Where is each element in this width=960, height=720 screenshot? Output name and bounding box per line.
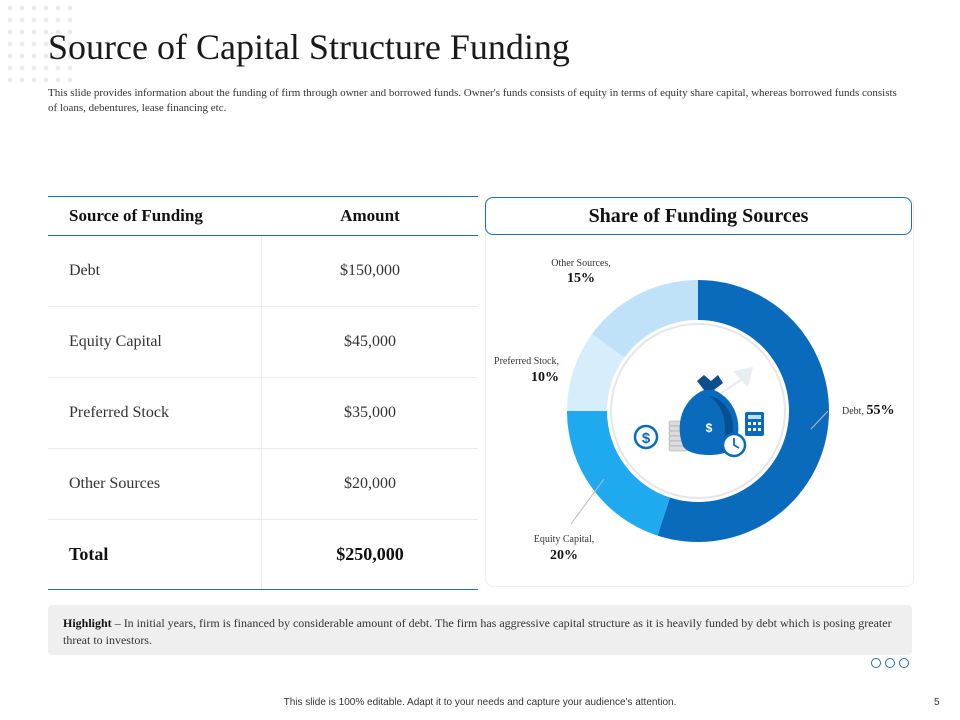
label-equity-capital-name: Equity Capital,: [534, 534, 595, 545]
row-amount: $35,000: [344, 404, 396, 421]
total-label: Total: [48, 520, 262, 589]
page-number: 5: [934, 697, 940, 708]
nav-dot: [899, 658, 909, 668]
header-source: Source of Funding: [69, 206, 203, 225]
label-debt: Debt, 55%: [842, 403, 894, 418]
label-preferred-stock: Preferred Stock, 10%: [494, 356, 559, 385]
label-preferred-stock-name: Preferred Stock,: [494, 356, 559, 367]
label-other-sources-name: Other Sources,: [551, 258, 610, 269]
svg-text:$: $: [642, 430, 651, 447]
nav-dot: [885, 658, 895, 668]
donut-chart: $ $ Debt, 55% Equity Capital, 20% Other …: [494, 258, 894, 563]
highlight-text: – In initial years, firm is financed by …: [63, 616, 892, 647]
table-row: Equity Capital $45,000: [48, 307, 478, 378]
table-row: Preferred Stock $35,000: [48, 378, 478, 449]
svg-text:$: $: [706, 421, 713, 435]
page-title: Source of Capital Structure Funding: [48, 27, 570, 67]
row-source: Debt: [48, 236, 262, 306]
chart-title: Share of Funding Sources: [485, 197, 912, 235]
table-row: Debt $150,000: [48, 236, 478, 307]
total-amount: $250,000: [336, 544, 404, 564]
table-row: Other Sources $20,000: [48, 449, 478, 520]
slice-preferred-stock: [567, 334, 625, 411]
label-other-sources-value: 15%: [567, 271, 595, 286]
footer-note: This slide is 100% editable. Adapt it to…: [283, 697, 677, 708]
label-equity-capital-value: 20%: [550, 548, 578, 563]
page-subtitle: This slide provides information about th…: [48, 87, 897, 114]
highlight-label: Highlight: [63, 616, 112, 630]
nav-dots: [871, 658, 909, 668]
table-header: Source of Funding Amount: [48, 196, 478, 236]
decorative-dot-grid: [4, 2, 74, 82]
money-bag-icon: $ $: [633, 367, 764, 458]
slice-equity-capital: [567, 411, 670, 536]
row-amount: $20,000: [344, 475, 396, 492]
row-amount: $150,000: [340, 262, 400, 279]
row-source: Other Sources: [48, 449, 262, 519]
header-amount: Amount: [340, 206, 400, 225]
funding-table: Source of Funding Amount Debt $150,000 E…: [48, 196, 478, 590]
leader-line-debt: [810, 410, 829, 430]
leader-line-equity: [570, 478, 605, 525]
slice-other-sources: [592, 280, 698, 358]
slice-debt: [657, 280, 829, 542]
label-preferred-stock-value: 10%: [531, 370, 559, 385]
row-amount: $45,000: [344, 333, 396, 350]
highlight-box: Highlight – In initial years, firm is fi…: [48, 605, 912, 655]
row-source: Equity Capital: [48, 307, 262, 377]
row-source: Preferred Stock: [48, 378, 262, 448]
table-total-row: Total $250,000: [48, 520, 478, 590]
nav-dot: [871, 658, 881, 668]
